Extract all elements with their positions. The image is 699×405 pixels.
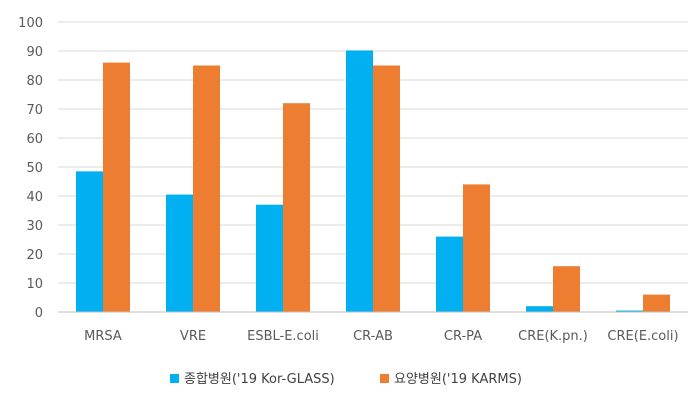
bar-series2: [643, 294, 670, 312]
y-tick-label: 20: [26, 248, 43, 263]
bar-series1: [436, 236, 463, 312]
y-tick-label: 40: [26, 190, 43, 205]
y-tick-label: 100: [18, 16, 43, 31]
bars: [76, 50, 670, 313]
y-tick-label: 70: [26, 103, 43, 118]
bar-series1: [346, 50, 373, 313]
bar-series1: [166, 194, 193, 312]
bar-series2: [553, 266, 580, 312]
x-category-label: MRSA: [84, 329, 122, 344]
bar-series1: [256, 204, 283, 312]
y-tick-label: 90: [26, 45, 43, 60]
x-category-label: CRE(K.pn.): [518, 329, 588, 344]
legend-label: 종합병원('19 Kor-GLASS): [184, 372, 335, 387]
x-category-label: VRE: [180, 329, 206, 344]
bar-series1: [76, 171, 103, 312]
bar-series1: [526, 306, 553, 312]
y-tick-label: 30: [26, 219, 43, 234]
y-tick-label: 50: [26, 161, 43, 176]
y-tick-label: 60: [26, 132, 43, 147]
x-category-label: CRE(E.coli): [607, 329, 678, 344]
bar-series2: [283, 103, 310, 312]
legend: 종합병원('19 Kor-GLASS) 요양병원('19 KARMS): [170, 372, 522, 387]
x-category-label: ESBL-E.coli: [247, 329, 319, 344]
bar-series2: [373, 65, 400, 312]
y-axis-ticks: 0 10 20 30 40 50 60 70 80 90 100: [18, 16, 43, 321]
y-tick-label: 80: [26, 74, 43, 89]
bar-series2: [103, 62, 130, 312]
legend-label: 요양병원('19 KARMS): [394, 372, 522, 387]
bar-series1: [616, 310, 643, 312]
bar-series2: [193, 65, 220, 312]
bar-series2: [463, 184, 490, 312]
x-axis-labels: MRSA VRE ESBL-E.coli CR-AB CR-PA CRE(K.pn.) CR…: [84, 329, 678, 344]
y-tick-label: 0: [35, 306, 43, 321]
legend-swatch: [170, 374, 179, 383]
y-tick-label: 10: [26, 277, 43, 292]
x-category-label: CR-PA: [444, 329, 482, 344]
legend-swatch: [380, 374, 389, 383]
x-category-label: CR-AB: [353, 329, 393, 344]
